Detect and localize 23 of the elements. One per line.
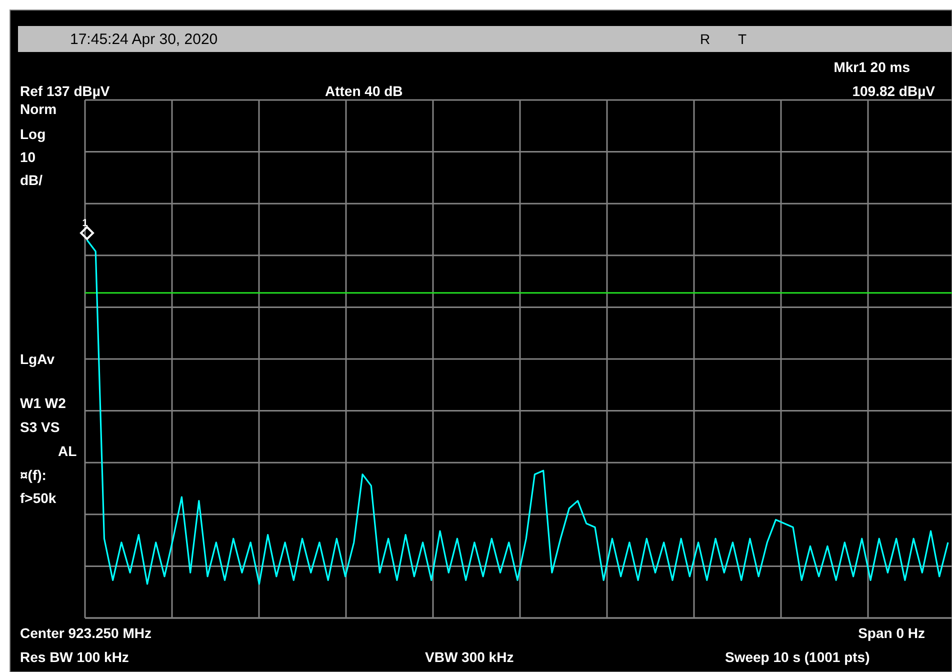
text: 10	[20, 149, 36, 165]
text: 1	[82, 218, 88, 229]
text: T	[738, 31, 747, 47]
text: LgAv	[20, 351, 55, 367]
text: Span 0 Hz	[858, 625, 925, 641]
text: Center 923.250 MHz	[20, 625, 152, 641]
text: Mkr1 20 ms	[834, 59, 910, 75]
text: Log	[20, 126, 46, 142]
text: Ref 137 dBµV	[20, 83, 110, 99]
text: VBW 300 kHz	[425, 649, 514, 665]
text: ¤(f):	[20, 467, 46, 483]
text: AL	[58, 443, 78, 459]
text: W1 W2	[20, 395, 66, 411]
text: 109.82 dBµV	[852, 83, 936, 99]
text: dB/	[20, 172, 43, 188]
text: Atten 40 dB	[325, 83, 403, 99]
text: Norm	[20, 101, 57, 117]
chart-title: 17:45:24 Apr 30, 2020	[70, 31, 218, 48]
text: R	[700, 31, 710, 47]
text: S3 VS	[20, 419, 60, 435]
text: f>50k	[20, 490, 56, 506]
text: Sweep 10 s (1001 pts)	[725, 649, 870, 665]
text: Res BW 100 kHz	[20, 649, 129, 665]
